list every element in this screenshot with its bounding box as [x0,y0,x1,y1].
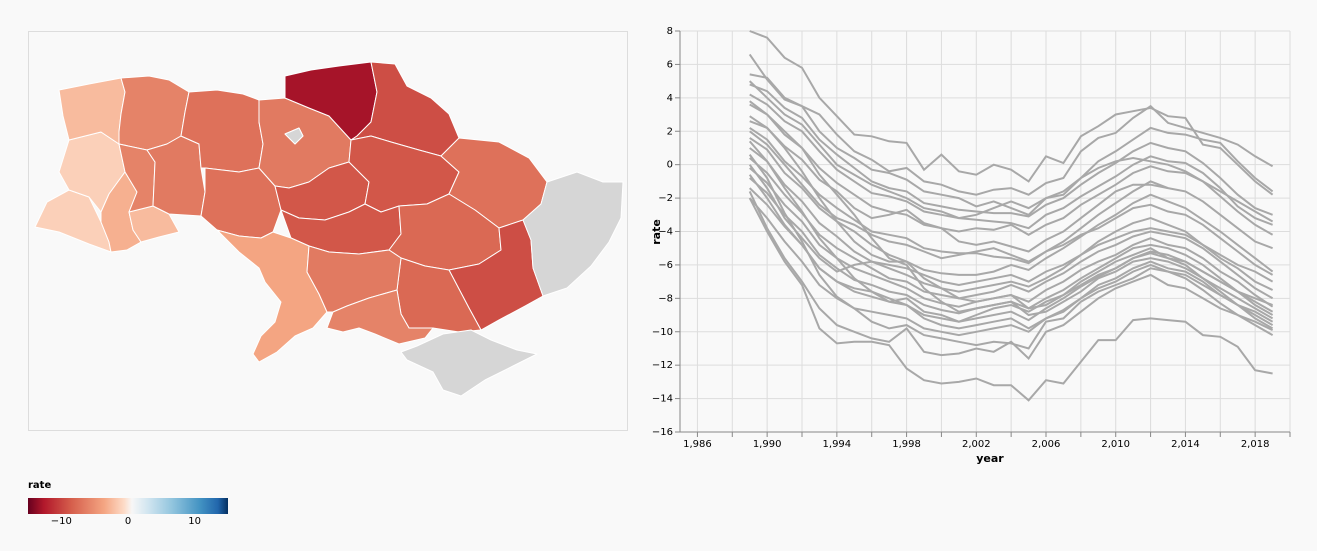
region-luhansk[interactable] [522,171,624,297]
series-line-22[interactable] [748,164,1274,287]
series-line-9[interactable] [749,147,1274,293]
region-odesa[interactable] [216,229,328,363]
map-panel [28,31,628,431]
legend-tick-label: 10 [188,516,202,527]
y-tick-label: −10 [652,327,673,338]
y-tick-label: 2 [667,126,673,137]
y-tick-label: 4 [667,93,673,104]
series-line-17[interactable] [748,190,1274,361]
series-line-4[interactable] [749,93,1273,230]
region-crimea[interactable] [400,329,538,397]
legend-tick-label: −10 [50,516,72,527]
series-line-6[interactable] [749,115,1169,253]
region-kyiv-city[interactable] [284,127,304,145]
rate-line-chart: −16 −14 −12 −10 −8 −6 −4 −2 0 2 4 6 8 1,986 1,990 1,994… [650,26,1291,465]
color-legend: rate −10 0 10 [28,480,268,540]
series-line-3[interactable] [749,83,1273,218]
y-tick-label: −4 [658,227,673,238]
series-line-18[interactable] [748,197,1273,402]
y-tick-label: −14 [652,394,673,405]
y-tick-label: −16 [652,427,673,438]
region-kherson[interactable] [326,289,434,345]
region-khmelnytskyi[interactable] [146,135,206,217]
y-tick-label: −8 [658,293,673,304]
series-line-2[interactable] [749,73,1274,216]
y-tick-label: 8 [667,26,673,37]
y-tick-label: 6 [667,59,673,70]
series-line-24[interactable] [749,130,1274,276]
x-tick-label: 2,002 [962,439,991,450]
x-tick-label: 1,986 [683,439,712,450]
x-tick-label: 2,010 [1101,439,1130,450]
y-tick-label: −2 [658,193,673,204]
x-tick-label: 1,998 [892,439,921,450]
chart-axes: −16 −14 −12 −10 −8 −6 −4 −2 0 2 4 6 8 1,986 1,990 1,994… [652,26,1291,450]
series-line-19[interactable] [749,120,1273,310]
series-line-5[interactable] [749,103,1274,236]
series-line-15[interactable] [748,154,1274,350]
region-volyn[interactable] [58,77,126,145]
series-line-23[interactable] [749,80,1274,223]
series-line-0[interactable] [749,30,1274,196]
series-line-1[interactable] [748,53,1274,196]
series-line-20[interactable] [749,100,1274,320]
x-tick-label: 2,006 [1032,439,1061,450]
legend-gradient-bar [28,498,228,514]
y-tick-label: −6 [658,260,673,271]
series-line-7[interactable] [749,127,1273,265]
series-line-14[interactable] [748,197,1274,337]
x-tick-label: 1,994 [823,439,852,450]
chart-grid [680,30,1291,433]
x-tick-label: 1,990 [753,439,782,450]
legend-tick-label: 0 [124,516,132,527]
ukraine-choropleth-map [34,61,624,397]
series-line-10[interactable] [749,157,1274,300]
x-tick-label: 2,018 [1241,439,1270,450]
chart-series-lines [748,30,1274,402]
series-line-21[interactable] [748,140,1274,330]
y-tick-label: −12 [652,360,673,371]
y-tick-label: 0 [667,160,673,171]
y-axis-title: rate [650,219,663,245]
x-axis-title: year [976,452,1004,465]
legend-title: rate [28,480,52,491]
x-tick-label: 2,014 [1171,439,1200,450]
